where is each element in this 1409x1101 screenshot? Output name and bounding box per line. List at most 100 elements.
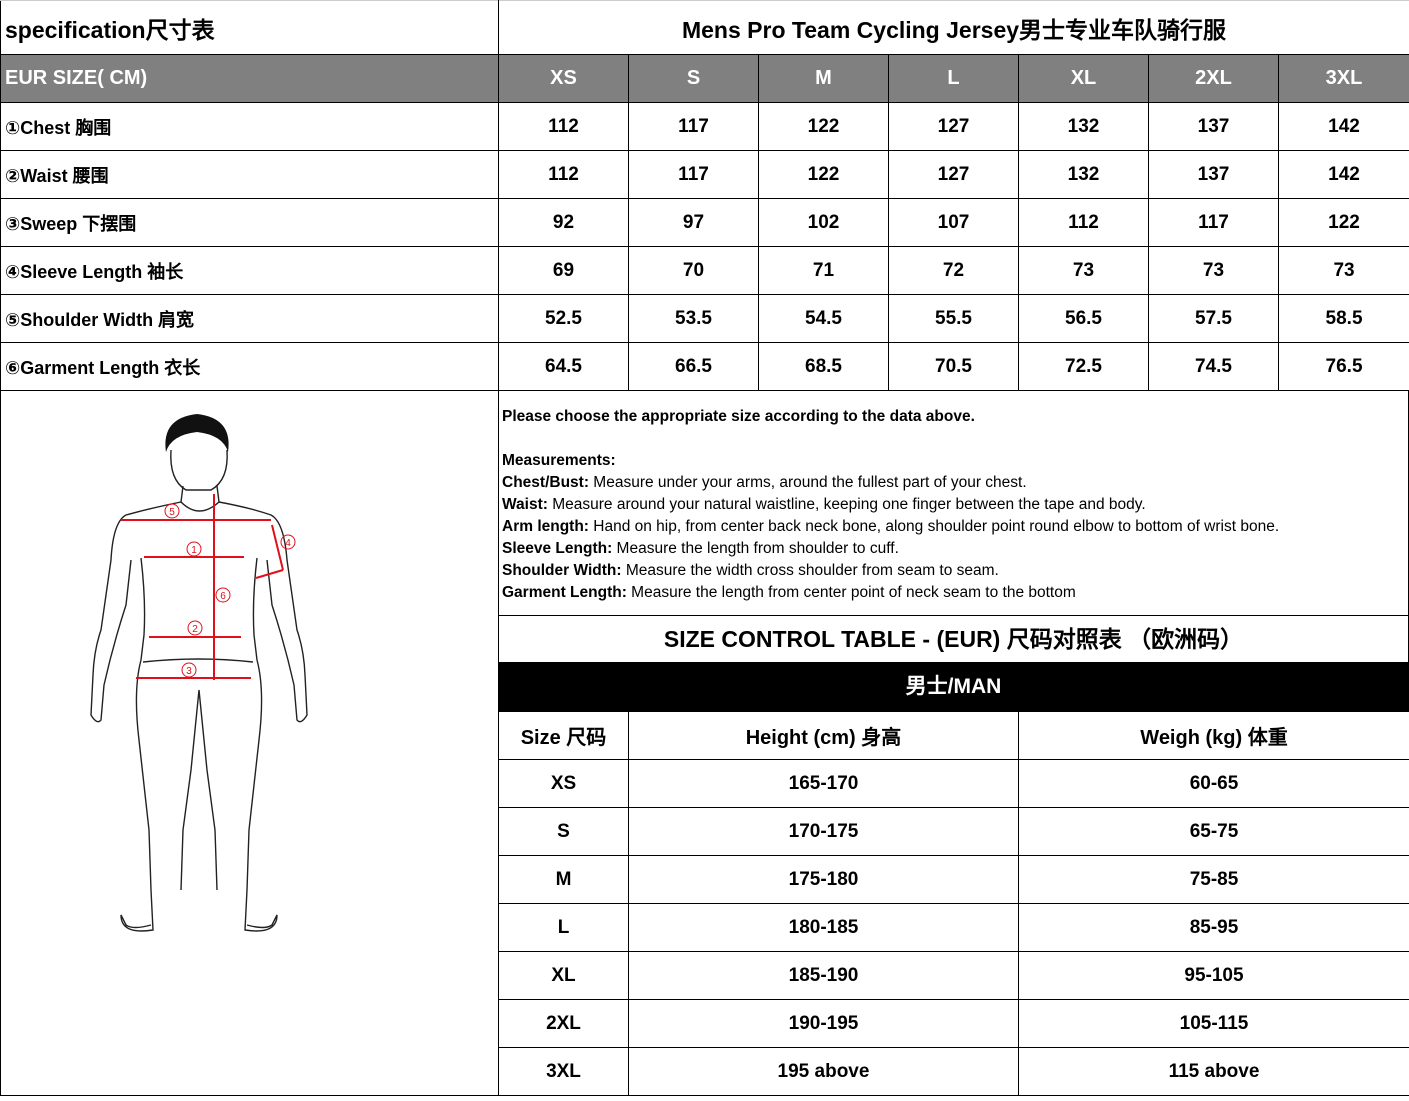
note-item: Arm length: Hand on hip, from center bac…	[502, 516, 1408, 538]
spec-value: 102	[759, 199, 889, 247]
spec-value: 73	[1149, 247, 1279, 295]
size-header-m: M	[759, 55, 889, 103]
spec-value: 56.5	[1019, 295, 1149, 343]
weight-cell: 95-105	[1019, 952, 1409, 1000]
note-item: Sleeve Length: Measure the length from s…	[502, 538, 1408, 560]
spec-value: 122	[759, 103, 889, 151]
spec-value: 107	[889, 199, 1019, 247]
size-cell: XS	[499, 760, 629, 808]
spec-value: 112	[499, 151, 629, 199]
marker-5: 5	[169, 507, 175, 518]
spec-title: specification尺寸表	[1, 1, 499, 55]
marker-6: 6	[220, 591, 226, 602]
height-cell: 175-180	[629, 856, 1019, 904]
spec-value: 92	[499, 199, 629, 247]
spec-value: 57.5	[1149, 295, 1279, 343]
spec-value: 58.5	[1279, 295, 1409, 343]
notes-heading: Measurements:	[502, 450, 1408, 472]
spec-value: 112	[499, 103, 629, 151]
spec-value: 64.5	[499, 343, 629, 391]
spec-row-label: ③Sweep 下摆围	[1, 199, 499, 247]
spec-row-label: ⑤Shoulder Width 肩宽	[1, 295, 499, 343]
note-text: Hand on hip, from center back neck bone,…	[589, 518, 1279, 535]
spec-value: 112	[1019, 199, 1149, 247]
spec-value: 122	[759, 151, 889, 199]
spec-value: 73	[1019, 247, 1149, 295]
spec-value: 76.5	[1279, 343, 1409, 391]
spec-value: 70.5	[889, 343, 1019, 391]
spec-row-label: ⑥Garment Length 衣长	[1, 343, 499, 391]
weight-cell: 60-65	[1019, 760, 1409, 808]
spec-value: 68.5	[759, 343, 889, 391]
product-title: Mens Pro Team Cycling Jersey男士专业车队骑行服	[499, 1, 1409, 55]
size-cell: S	[499, 808, 629, 856]
spec-value: 69	[499, 247, 629, 295]
size-header-s: S	[629, 55, 759, 103]
notes-intro: Please choose the appropriate size accor…	[502, 406, 1408, 428]
spec-value: 137	[1149, 103, 1279, 151]
spec-value: 122	[1279, 199, 1409, 247]
marker-1: 1	[191, 545, 197, 556]
size-cell: L	[499, 904, 629, 952]
note-term: Sleeve Length:	[502, 540, 612, 557]
size-header-xl: XL	[1019, 55, 1149, 103]
size-control-title: SIZE CONTROL TABLE - (EUR) 尺码对照表 （欧洲码）	[498, 615, 1409, 663]
spec-value: 127	[889, 103, 1019, 151]
note-term: Garment Length:	[502, 584, 627, 601]
spec-value: 72.5	[1019, 343, 1149, 391]
note-term: Chest/Bust:	[502, 474, 589, 491]
note-text: Measure under your arms, around the full…	[589, 474, 1027, 491]
human-figure-illustration: 1 2 3 4 5 6	[1, 390, 498, 1096]
note-term: Arm length:	[502, 518, 589, 535]
spec-value: 74.5	[1149, 343, 1279, 391]
measurement-notes: Please choose the appropriate size accor…	[498, 390, 1409, 616]
col-weight: Weigh (kg) 体重	[1019, 712, 1409, 760]
height-cell: 195 above	[629, 1048, 1019, 1096]
size-cell: M	[499, 856, 629, 904]
note-term: Waist:	[502, 496, 548, 513]
group-label: 男士/MAN	[498, 662, 1409, 711]
spec-row-label: ①Chest 胸围	[1, 103, 499, 151]
size-header-xs: XS	[499, 55, 629, 103]
spec-value: 117	[629, 103, 759, 151]
size-cell: 2XL	[499, 1000, 629, 1048]
spec-row-label: ②Waist 腰围	[1, 151, 499, 199]
marker-3: 3	[186, 666, 192, 677]
spec-value: 70	[629, 247, 759, 295]
height-cell: 170-175	[629, 808, 1019, 856]
spec-value: 117	[629, 151, 759, 199]
note-item: Shoulder Width: Measure the width cross …	[502, 560, 1408, 582]
height-cell: 185-190	[629, 952, 1019, 1000]
marker-2: 2	[192, 624, 198, 635]
height-cell: 180-185	[629, 904, 1019, 952]
height-cell: 190-195	[629, 1000, 1019, 1048]
spec-value: 132	[1019, 151, 1149, 199]
col-size: Size 尺码	[499, 712, 629, 760]
spec-value: 137	[1149, 151, 1279, 199]
marker-4: 4	[285, 538, 291, 549]
spec-value: 54.5	[759, 295, 889, 343]
body-measurement-figure: 1 2 3 4 5 6	[0, 390, 499, 1096]
spec-value: 97	[629, 199, 759, 247]
size-cell: 3XL	[499, 1048, 629, 1096]
weight-cell: 85-95	[1019, 904, 1409, 952]
spec-value: 73	[1279, 247, 1409, 295]
header-label: EUR SIZE( CM)	[1, 55, 499, 103]
note-text: Measure the width cross shoulder from se…	[622, 562, 999, 579]
spec-value: 72	[889, 247, 1019, 295]
note-text: Measure the length from shoulder to cuff…	[612, 540, 899, 557]
note-item: Chest/Bust: Measure under your arms, aro…	[502, 472, 1408, 494]
